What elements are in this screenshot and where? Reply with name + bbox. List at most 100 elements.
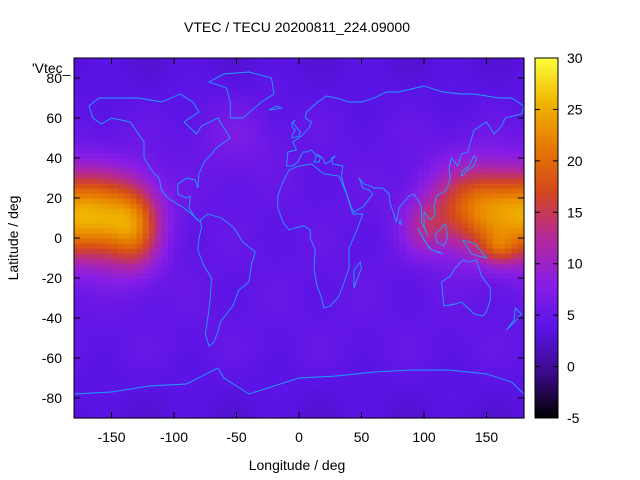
heatmap-cell	[236, 163, 244, 169]
heatmap-cell	[317, 213, 325, 219]
heatmap-cell	[80, 123, 88, 129]
heatmap-cell	[74, 263, 81, 269]
heatmap-cell	[211, 123, 219, 129]
heatmap-cell	[186, 223, 194, 229]
heatmap-cell	[167, 193, 175, 199]
heatmap-cell	[180, 398, 188, 404]
heatmap-cell	[424, 168, 431, 174]
heatmap-cell	[430, 333, 438, 339]
heatmap-cell	[230, 408, 238, 414]
heatmap-cell	[430, 313, 438, 319]
heatmap-cell	[361, 378, 369, 384]
heatmap-cell	[367, 208, 375, 214]
heatmap-cell	[486, 108, 494, 114]
heatmap-cell	[80, 313, 88, 319]
heatmap-cell	[292, 393, 300, 399]
heatmap-cell	[417, 173, 425, 179]
heatmap-cell	[136, 248, 144, 254]
heatmap-cell	[486, 413, 494, 419]
heatmap-cell	[399, 58, 406, 64]
heatmap-cell	[111, 338, 119, 344]
heatmap-cell	[174, 278, 181, 284]
heatmap-cell	[130, 128, 138, 134]
heatmap-cell	[124, 208, 131, 214]
heatmap-cell	[442, 93, 450, 99]
heatmap-cell	[499, 78, 506, 84]
heatmap-cell	[274, 283, 281, 289]
heatmap-cell	[236, 298, 244, 304]
heatmap-cell	[224, 223, 231, 229]
heatmap-cell	[386, 318, 394, 324]
heatmap-cell	[124, 133, 131, 139]
heatmap-cell	[92, 243, 100, 249]
heatmap-cell	[92, 158, 100, 164]
heatmap-cell	[417, 243, 425, 249]
heatmap-cell	[142, 348, 150, 354]
heatmap-cell	[305, 398, 313, 404]
heatmap-cell	[299, 413, 306, 419]
heatmap-cell	[399, 328, 406, 334]
heatmap-cell	[92, 198, 100, 204]
heatmap-cell	[492, 203, 500, 209]
heatmap-cell	[305, 193, 313, 199]
heatmap-cell	[455, 328, 463, 334]
heatmap-cell	[261, 323, 269, 329]
heatmap-cell	[374, 243, 381, 249]
heatmap-cell	[255, 78, 263, 84]
heatmap-cell	[330, 138, 338, 144]
heatmap-cell	[355, 213, 363, 219]
heatmap-cell	[386, 153, 394, 159]
heatmap-cell	[442, 363, 450, 369]
heatmap-cell	[261, 158, 269, 164]
heatmap-cell	[342, 248, 350, 254]
heatmap-cell	[355, 368, 363, 374]
heatmap-cell	[236, 373, 244, 379]
heatmap-cell	[486, 223, 494, 229]
heatmap-cell	[161, 133, 169, 139]
heatmap-cell	[192, 178, 200, 184]
heatmap-cell	[317, 313, 325, 319]
heatmap-cell	[80, 173, 88, 179]
heatmap-cell	[92, 173, 100, 179]
heatmap-cell	[336, 333, 344, 339]
heatmap-cell	[367, 133, 375, 139]
heatmap-cell	[205, 113, 213, 119]
heatmap-cell	[324, 413, 331, 419]
heatmap-cell	[411, 203, 419, 209]
heatmap-cell	[274, 123, 281, 129]
heatmap-cell	[467, 388, 475, 394]
heatmap-cell	[149, 88, 156, 94]
heatmap-cell	[455, 248, 463, 254]
heatmap-cell	[292, 173, 300, 179]
heatmap-cell	[111, 173, 119, 179]
heatmap-cell	[317, 233, 325, 239]
heatmap-cell	[417, 188, 425, 194]
heatmap-cell	[286, 368, 294, 374]
heatmap-cell	[142, 68, 150, 74]
heatmap-cell	[386, 313, 394, 319]
heatmap-cell	[186, 378, 194, 384]
heatmap-cell	[474, 108, 481, 114]
heatmap-cell	[280, 283, 288, 289]
heatmap-cell	[211, 323, 219, 329]
heatmap-cell	[149, 188, 156, 194]
heatmap-cell	[436, 153, 444, 159]
heatmap-cell	[342, 118, 350, 124]
heatmap-cell	[99, 183, 106, 189]
heatmap-cell	[186, 203, 194, 209]
heatmap-cell	[174, 258, 181, 264]
heatmap-cell	[299, 168, 306, 174]
heatmap-cell	[186, 248, 194, 254]
heatmap-cell	[311, 323, 319, 329]
heatmap-cell	[405, 108, 413, 114]
heatmap-cell	[367, 238, 375, 244]
heatmap-cell	[224, 333, 231, 339]
heatmap-cell	[417, 128, 425, 134]
heatmap-cell	[155, 253, 163, 259]
heatmap-cell	[192, 353, 200, 359]
heatmap-cell	[330, 158, 338, 164]
heatmap-cell	[424, 348, 431, 354]
heatmap-cell	[130, 213, 138, 219]
heatmap-cell	[361, 278, 369, 284]
heatmap-cell	[292, 278, 300, 284]
